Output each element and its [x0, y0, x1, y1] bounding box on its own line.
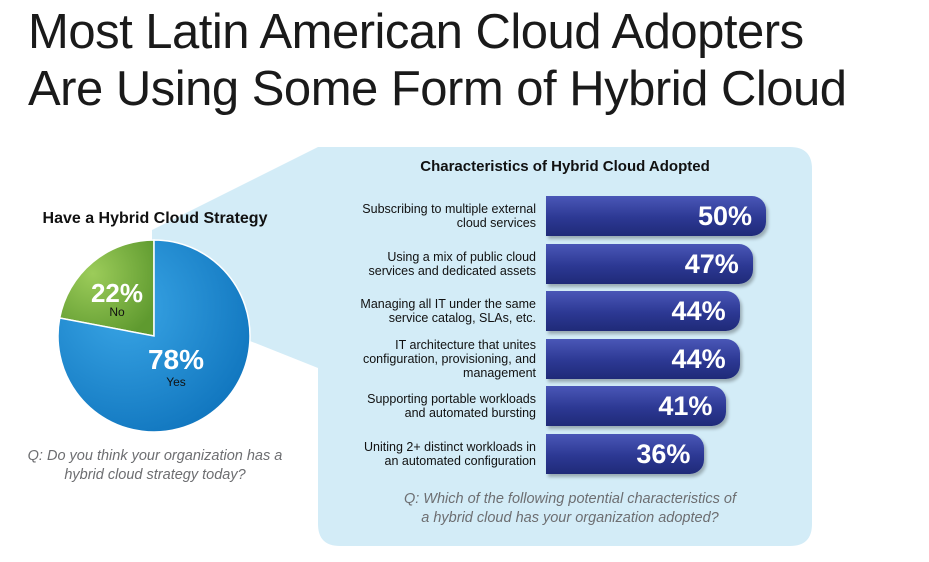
bar-category-label-line: Managing all IT under the same — [360, 297, 536, 311]
bar-category-label-line: Subscribing to multiple external — [362, 202, 536, 216]
bar-category-label-line: Using a mix of public cloud — [387, 249, 536, 264]
pie-label-no: No — [109, 305, 125, 319]
bar: 41% — [546, 386, 727, 426]
bar-value-label: 50% — [697, 201, 752, 231]
bar-category-label-line: configuration, provisioning, and — [362, 351, 536, 366]
bar-category-label-line: service catalog, SLAs, etc. — [388, 311, 536, 325]
bar-value-label: 44% — [671, 296, 726, 326]
bar-question-line-1: Q: Which of the following potential char… — [403, 491, 737, 507]
bar-category-label: Managing all IT under the same service ca… — [300, 289, 536, 333]
pie-question: Q: Do you think your organization has a … — [10, 447, 300, 485]
bar-value-label: 36% — [636, 438, 691, 469]
page-title-line-1: Most Latin American Cloud Adopters — [28, 5, 804, 59]
pie-chart — [57, 239, 251, 433]
bar-question: Q: Which of the following potential char… — [360, 490, 780, 528]
bar-category-label-line: Supporting portable workloads — [367, 392, 536, 406]
bar-category-label: IT architecture that unites configuration… — [300, 337, 536, 381]
bar-category-label: Supporting portable workloads and automat… — [300, 384, 536, 428]
pie-label-no-percent: 22% — [90, 278, 144, 308]
pie-slice-yes — [57, 239, 251, 433]
bar-category-label: Subscribing to multiple external cloud se… — [300, 194, 536, 238]
bar-value-label: 47% — [684, 248, 739, 279]
pie-label-yes-percent: 78% — [147, 344, 205, 375]
pie-question-line-1: Q: Do you think your organization has a — [27, 448, 283, 464]
bar-value-label: 41% — [658, 391, 713, 421]
bar-category-label-line: Uniting 2+ distinct workloads in — [364, 439, 536, 454]
bar: 47% — [546, 243, 753, 284]
page-title-line-2: Are Using Some Form of Hybrid Cloud — [28, 62, 847, 116]
pie-chart-title: Have a Hybrid Cloud Strategy — [42, 210, 268, 227]
bar: 50% — [546, 196, 766, 236]
bar: 44% — [546, 291, 740, 331]
bar-category-label-line: and automated bursting — [404, 406, 536, 420]
page-title: Most Latin American Cloud Adopters Are U… — [28, 4, 918, 118]
bar: 36% — [546, 433, 705, 474]
bar-category-label: Uniting 2+ distinct workloads in an autom… — [300, 432, 536, 476]
bar-category-label-line: services and dedicated assets — [368, 263, 536, 278]
bar-chart-title: Characteristics of Hybrid Cloud Adopted — [420, 158, 710, 175]
bar-question-line-2: a hybrid cloud has your organization ado… — [421, 510, 719, 526]
bar-category-label-line: management — [463, 365, 536, 380]
bar-category-label: Using a mix of public cloud services and … — [300, 242, 536, 286]
pie-slice-no — [58, 239, 155, 337]
bar-category-label-line: cloud services — [456, 216, 536, 230]
bar-category-label-line: an automated configuration — [384, 453, 537, 468]
bar: 44% — [546, 338, 740, 379]
pie-question-line-2: hybrid cloud strategy today? — [64, 467, 246, 483]
pie-label-yes: Yes — [166, 375, 186, 389]
bar-category-label-line: IT architecture that unites — [395, 337, 536, 352]
bar-value-label: 44% — [671, 343, 726, 374]
